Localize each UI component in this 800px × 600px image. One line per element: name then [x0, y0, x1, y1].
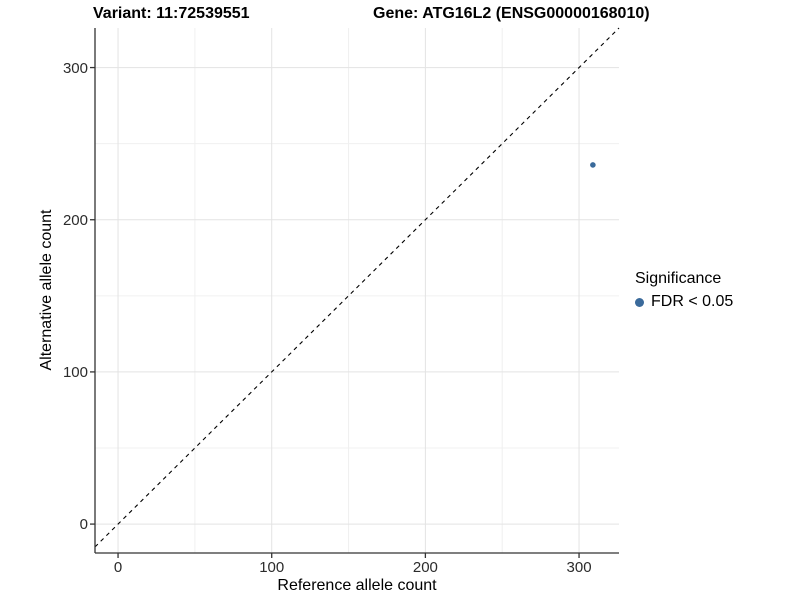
x-tick-label: 200 — [412, 559, 438, 576]
gene-title: Gene: ATG16L2 (ENSG00000168010) — [373, 5, 650, 22]
x-axis-title: Reference allele count — [277, 577, 437, 594]
legend-title: Significance — [635, 270, 722, 287]
legend-point-icon — [635, 297, 644, 307]
y-tick-label: 0 — [79, 516, 88, 534]
x-tick-label: 100 — [259, 559, 285, 576]
x-tick-label: 0 — [113, 559, 123, 576]
legend-item-fdr: FDR < 0.05 — [635, 293, 795, 311]
identity-line — [94, 27, 620, 548]
y-tick-label: 100 — [62, 363, 88, 381]
x-tick-label: 300 — [566, 559, 592, 576]
y-tick-label: 200 — [62, 211, 88, 229]
data-point — [590, 162, 596, 168]
y-axis-title: Alternative allele count — [38, 209, 55, 371]
y-tick-label: 300 — [62, 59, 88, 77]
legend: Significance FDR < 0.05 — [635, 270, 795, 311]
variant-title: Variant: 11:72539551 — [93, 5, 250, 22]
legend-item-label: FDR < 0.05 — [651, 293, 734, 310]
